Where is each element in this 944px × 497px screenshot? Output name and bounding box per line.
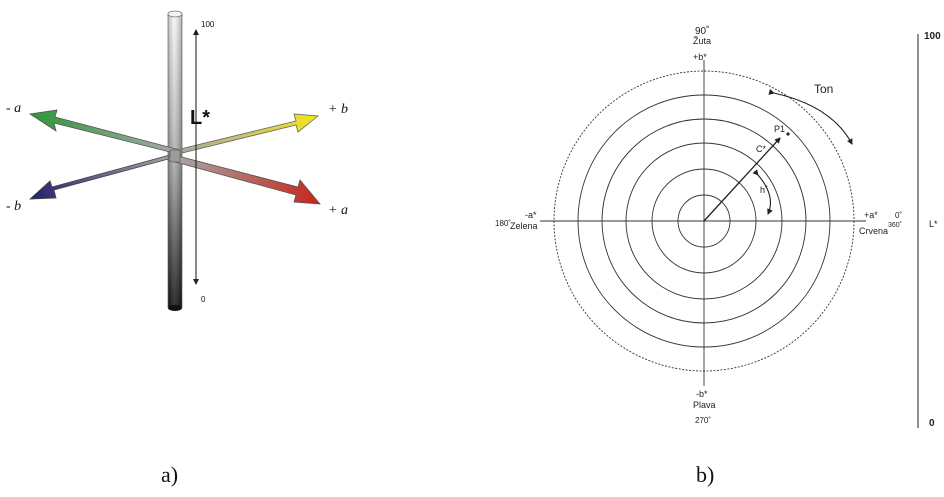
right-axis-label: +a* bbox=[864, 210, 878, 220]
l-bottom-label: 0 bbox=[201, 295, 206, 304]
top-axis-label: +b* bbox=[693, 52, 707, 62]
chroma-vector bbox=[703, 137, 781, 222]
p1-point bbox=[786, 132, 790, 136]
l-scale-top: 100 bbox=[924, 31, 941, 42]
bottom-axis-label: -b* bbox=[696, 389, 708, 399]
left-name: Zelena bbox=[510, 221, 538, 231]
right-angle-bottom: 360˚ bbox=[888, 221, 902, 229]
hue-label: h˚ bbox=[760, 185, 768, 195]
top-angle: 90˚ bbox=[695, 25, 709, 37]
minus-b-arrow bbox=[28, 154, 173, 200]
figure-b: 90˚ Žuta +b* -a* 180˚ Zelena +a* 0˚ 360˚… bbox=[495, 25, 941, 429]
caption-b: b) bbox=[696, 462, 715, 487]
right-name: Crvena bbox=[859, 226, 888, 236]
minus-a-label: - a bbox=[6, 101, 21, 116]
bottom-name: Plava bbox=[693, 400, 716, 410]
hue-arc bbox=[752, 169, 773, 215]
chroma-label: C* bbox=[756, 144, 766, 154]
minus-b-label: - b bbox=[6, 199, 21, 214]
tone-arc bbox=[768, 88, 853, 145]
l-axis-label: L* bbox=[190, 107, 210, 129]
top-name: Žuta bbox=[693, 36, 711, 46]
caption-a: a) bbox=[161, 462, 179, 487]
bottom-angle: 270˚ bbox=[695, 416, 711, 425]
minus-a-arrow bbox=[28, 109, 181, 155]
plus-b-arrow bbox=[175, 113, 320, 155]
p1-label: P1 bbox=[774, 124, 785, 134]
plus-b-label: + b bbox=[328, 102, 348, 117]
l-scale-label: L* bbox=[929, 219, 938, 229]
plus-a-label: + a bbox=[328, 203, 348, 218]
left-angle: 180˚ bbox=[495, 219, 511, 228]
l-scale-bottom: 0 bbox=[929, 418, 935, 429]
right-angle-top: 0˚ bbox=[895, 211, 902, 220]
l-top-label: 100 bbox=[201, 20, 215, 29]
plus-a-arrow bbox=[167, 153, 321, 205]
tone-label: Ton bbox=[814, 82, 833, 96]
figure-a: 100 0 L* - a + b - b + a bbox=[6, 10, 348, 311]
left-axis-label: -a* bbox=[525, 210, 537, 220]
